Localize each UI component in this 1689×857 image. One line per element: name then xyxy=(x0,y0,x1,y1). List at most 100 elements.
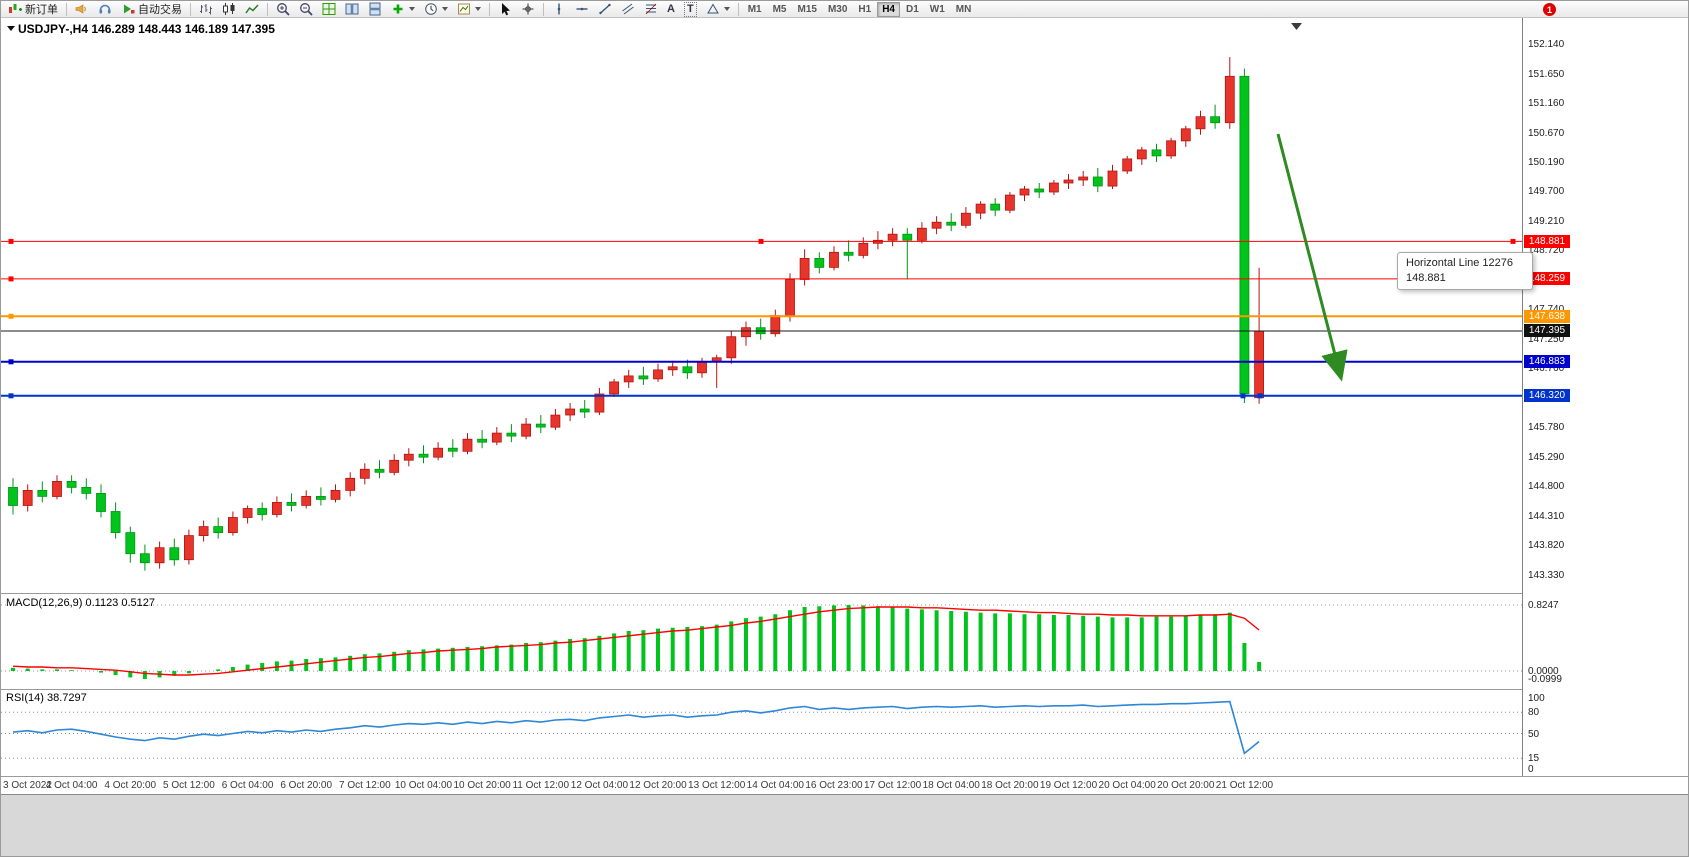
price-axis-label: 150.670 xyxy=(1528,127,1565,139)
price-axis-label: 144.310 xyxy=(1528,510,1565,522)
tooltip-object-value: 148.881 xyxy=(1406,272,1446,284)
time-axis[interactable]: 3 Oct 2022 4 Oct 04:00 4 Oct 20:00 5 Oct 12… xyxy=(1,777,1688,794)
chart-shift-marker[interactable] xyxy=(1291,23,1302,30)
time-axis-label: 16 Oct 23:00 xyxy=(805,780,863,791)
auto-trading-button[interactable]: 自动交易 xyxy=(117,2,186,17)
time-axis-label: 11 Oct 12:00 xyxy=(512,780,570,791)
announcements-button[interactable] xyxy=(71,2,93,17)
timeframe-mn-button[interactable]: MN xyxy=(951,2,977,17)
timeframe-m15-button[interactable]: M15 xyxy=(793,2,822,17)
horizontal-line-objects[interactable] xyxy=(1,238,1522,399)
timeframe-label: M1 xyxy=(747,3,762,15)
price-axis[interactable]: 152.140 151.650 151.160 150.670 150.190 149.7… xyxy=(1523,1,1688,776)
time-axis-label: 4 Oct 04:00 xyxy=(45,780,98,791)
support-button[interactable] xyxy=(94,2,116,17)
timeframe-m5-button[interactable]: M5 xyxy=(768,2,792,17)
timeframe-label: H1 xyxy=(858,3,872,15)
candlestick-chart-button[interactable] xyxy=(218,2,240,17)
new-order-icon xyxy=(9,4,22,13)
main-price-chart[interactable] xyxy=(1,18,1522,593)
shapes-tool-button[interactable] xyxy=(702,2,734,17)
timeframe-label: M30 xyxy=(827,3,848,15)
price-axis-label: 146.760 xyxy=(1528,363,1565,375)
pane-divider[interactable] xyxy=(1,689,1688,690)
timeframe-m30-button[interactable]: M30 xyxy=(823,2,852,17)
chart-title: USDJPY-,H4 146.289 148.443 146.189 147.3… xyxy=(18,22,275,36)
label-tool-button[interactable]: T xyxy=(680,1,701,17)
tile-horizontal-button[interactable] xyxy=(364,2,386,17)
pane-divider[interactable] xyxy=(1,593,1688,594)
candles-layer xyxy=(8,57,1264,571)
timeframe-m1-button[interactable]: M1 xyxy=(743,2,767,17)
label-tool-icon: T xyxy=(683,1,697,17)
cursor-button[interactable] xyxy=(494,2,516,17)
bar-chart-button[interactable] xyxy=(195,2,217,17)
trendline-tool-button[interactable] xyxy=(594,2,616,17)
tile-vertical-button[interactable] xyxy=(341,2,363,17)
channel-tool-button[interactable] xyxy=(617,2,639,17)
timeframe-label: M5 xyxy=(772,3,787,15)
chart-menu-arrow-icon[interactable] xyxy=(7,26,15,31)
time-axis-label: 21 Oct 12:00 xyxy=(1215,780,1274,791)
zoom-out-icon xyxy=(300,3,313,16)
cursor-icon xyxy=(502,3,510,16)
rsi-label: RSI(14) 38.7297 xyxy=(6,692,87,704)
candlestick-icon xyxy=(223,3,235,15)
fibonacci-tool-button[interactable] xyxy=(640,2,662,17)
line-chart-button[interactable] xyxy=(241,2,263,17)
rsi-line xyxy=(12,700,1260,755)
rsi-axis-label: 50 xyxy=(1528,728,1540,740)
object-tooltip: Horizontal Line 12276 148.881 xyxy=(1397,252,1533,290)
time-axis-label: 13 Oct 12:00 xyxy=(688,780,746,791)
price-axis-label: 145.290 xyxy=(1528,451,1565,463)
timeframe-h1-button[interactable]: H1 xyxy=(853,2,876,17)
timeframe-h4-button[interactable]: H4 xyxy=(877,1,900,17)
time-axis-label: 10 Oct 04:00 xyxy=(394,780,453,791)
rsi-axis-label: 100 xyxy=(1528,693,1545,704)
toolbar-separator xyxy=(489,2,490,16)
zoom-out-button[interactable] xyxy=(295,2,317,17)
timeframe-w1-button[interactable]: W1 xyxy=(925,2,950,17)
new-order-button[interactable]: 新订单 xyxy=(4,2,62,17)
templates-button[interactable] xyxy=(453,2,485,17)
fibonacci-icon xyxy=(645,3,657,15)
tile-windows-button[interactable] xyxy=(318,2,340,17)
headset-icon xyxy=(99,4,111,14)
tile-vertical-icon xyxy=(345,3,359,15)
time-axis-label: 20 Oct 20:00 xyxy=(1157,780,1215,791)
crosshair-button[interactable] xyxy=(517,2,539,17)
time-axis-label: 19 Oct 12:00 xyxy=(1039,780,1098,791)
line-chart-icon xyxy=(245,4,259,14)
periods-button[interactable] xyxy=(420,2,452,17)
auto-trading-label: 自动交易 xyxy=(138,4,182,16)
macd-axis-label: 0.0000 xyxy=(1528,665,1559,677)
notification-badge[interactable]: 1 xyxy=(1543,3,1556,16)
horizontal-line-tool-button[interactable] xyxy=(571,2,593,17)
tile-grid-icon xyxy=(322,3,336,15)
time-axis-label: 3 Oct 2022 xyxy=(3,780,52,791)
vertical-line-tool-button[interactable] xyxy=(548,2,570,17)
timeframe-label: D1 xyxy=(906,3,919,15)
price-axis-label: 145.780 xyxy=(1528,422,1565,434)
price-level-tag: 148.259 xyxy=(1524,272,1570,286)
macd-axis-label: 0.8247 xyxy=(1528,600,1559,611)
horn-icon xyxy=(75,4,86,14)
price-axis-label: 151.160 xyxy=(1528,98,1565,110)
zoom-in-icon xyxy=(277,3,290,16)
dropdown-caret-icon xyxy=(409,7,415,11)
zoom-in-button[interactable] xyxy=(272,2,294,17)
trend-arrow-object[interactable] xyxy=(1276,133,1348,382)
timeframe-d1-button[interactable]: D1 xyxy=(901,2,924,17)
text-tool-button[interactable]: A xyxy=(663,2,679,17)
tooltip-object-name: Horizontal Line 12276 xyxy=(1406,257,1514,269)
rsi-axis-label: 0 xyxy=(1528,764,1534,775)
new-order-label: 新订单 xyxy=(25,4,58,16)
rsi-axis-label: 15 xyxy=(1528,753,1540,765)
indicators-button[interactable] xyxy=(387,2,419,17)
time-axis-label: 14 Oct 04:00 xyxy=(746,780,804,791)
rsi-indicator-pane[interactable] xyxy=(1,690,1522,776)
add-indicator-icon xyxy=(393,4,403,14)
timeframe-label: H4 xyxy=(882,3,895,15)
macd-indicator-pane[interactable] xyxy=(1,594,1522,689)
